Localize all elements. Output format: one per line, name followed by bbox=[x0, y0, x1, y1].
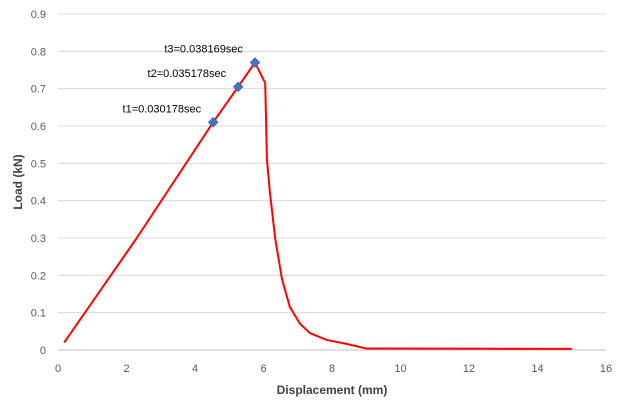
x-tick-label: 4 bbox=[192, 363, 198, 375]
y-tick-label: 0.4 bbox=[31, 196, 46, 208]
data-marker bbox=[207, 116, 219, 128]
series bbox=[63, 61, 572, 350]
marker-label: t1=0.030178sec bbox=[123, 103, 202, 115]
x-tick-label: 14 bbox=[531, 363, 543, 375]
y-tick-label: 0.3 bbox=[31, 233, 46, 245]
marker-label: t2=0.035178sec bbox=[148, 68, 227, 80]
markers: t1=0.030178sec t2=0.035178sec t3=0.038169s… bbox=[123, 44, 261, 128]
x-tick-label: 8 bbox=[329, 363, 335, 375]
x-tick-label: 16 bbox=[600, 363, 612, 375]
y-tick-label: 0 bbox=[40, 345, 46, 357]
y-tick-labels: 0 0.1 0.2 0.3 0.4 0.5 0.6 0.7 0.8 0.9 bbox=[31, 9, 46, 357]
x-axis-label: Displacement (mm) bbox=[277, 383, 388, 397]
y-axis-label: Load (kN) bbox=[11, 154, 25, 209]
y-tick-label: 0.9 bbox=[31, 9, 46, 21]
y-tick-label: 0.8 bbox=[31, 46, 46, 58]
marker-label: t3=0.038169sec bbox=[164, 44, 243, 56]
y-tick-label: 0.5 bbox=[31, 158, 46, 170]
data-marker bbox=[232, 81, 244, 93]
load-curve bbox=[63, 61, 572, 350]
y-tick-label: 0.6 bbox=[31, 121, 46, 133]
gridlines bbox=[58, 13, 606, 351]
x-tick-label: 2 bbox=[123, 363, 129, 375]
data-marker bbox=[249, 57, 261, 68]
y-tick-label: 0.1 bbox=[31, 308, 46, 320]
y-tick-label: 0.7 bbox=[31, 84, 46, 96]
x-tick-labels: 0 2 4 6 8 10 12 14 16 bbox=[55, 363, 612, 375]
x-tick-label: 6 bbox=[260, 363, 266, 375]
y-tick-label: 0.2 bbox=[31, 270, 46, 282]
x-tick-label: 0 bbox=[55, 363, 61, 375]
x-tick-label: 12 bbox=[463, 363, 475, 375]
x-tick-label: 10 bbox=[394, 363, 406, 375]
